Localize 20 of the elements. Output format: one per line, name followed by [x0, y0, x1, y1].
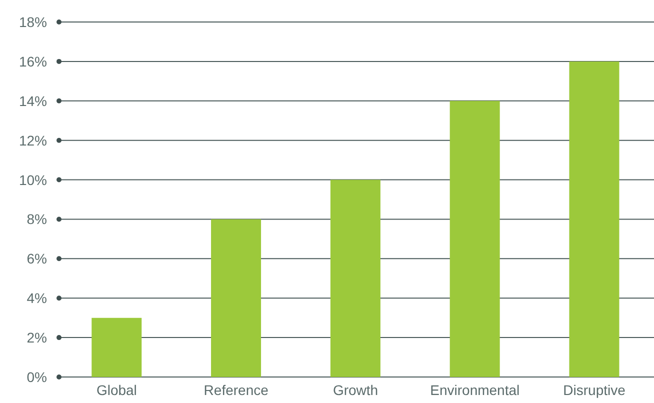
x-tick-label: Global — [96, 382, 137, 398]
y-tick-label: 8% — [26, 211, 47, 228]
bar — [569, 61, 620, 377]
y-tick-label: 16% — [18, 53, 47, 70]
y-tick-label: 12% — [18, 132, 47, 148]
bar — [450, 100, 500, 377]
bar — [92, 318, 142, 377]
x-tick-label: Disruptive — [563, 382, 626, 398]
y-tick-label: 14% — [18, 92, 47, 109]
x-tick-label: Environmental — [430, 382, 520, 398]
x-tick-label: Growth — [332, 382, 378, 398]
y-tick-label: 4% — [26, 290, 47, 306]
y-tick-label: 18% — [18, 14, 47, 30]
bar — [330, 180, 380, 377]
x-tick-label: Reference — [204, 382, 269, 398]
y-tick-label: 6% — [26, 250, 47, 267]
y-tick-label: 10% — [18, 172, 47, 188]
bar — [211, 219, 262, 377]
y-tick-label: 2% — [26, 330, 47, 346]
y-tick-label: 0% — [26, 369, 47, 385]
